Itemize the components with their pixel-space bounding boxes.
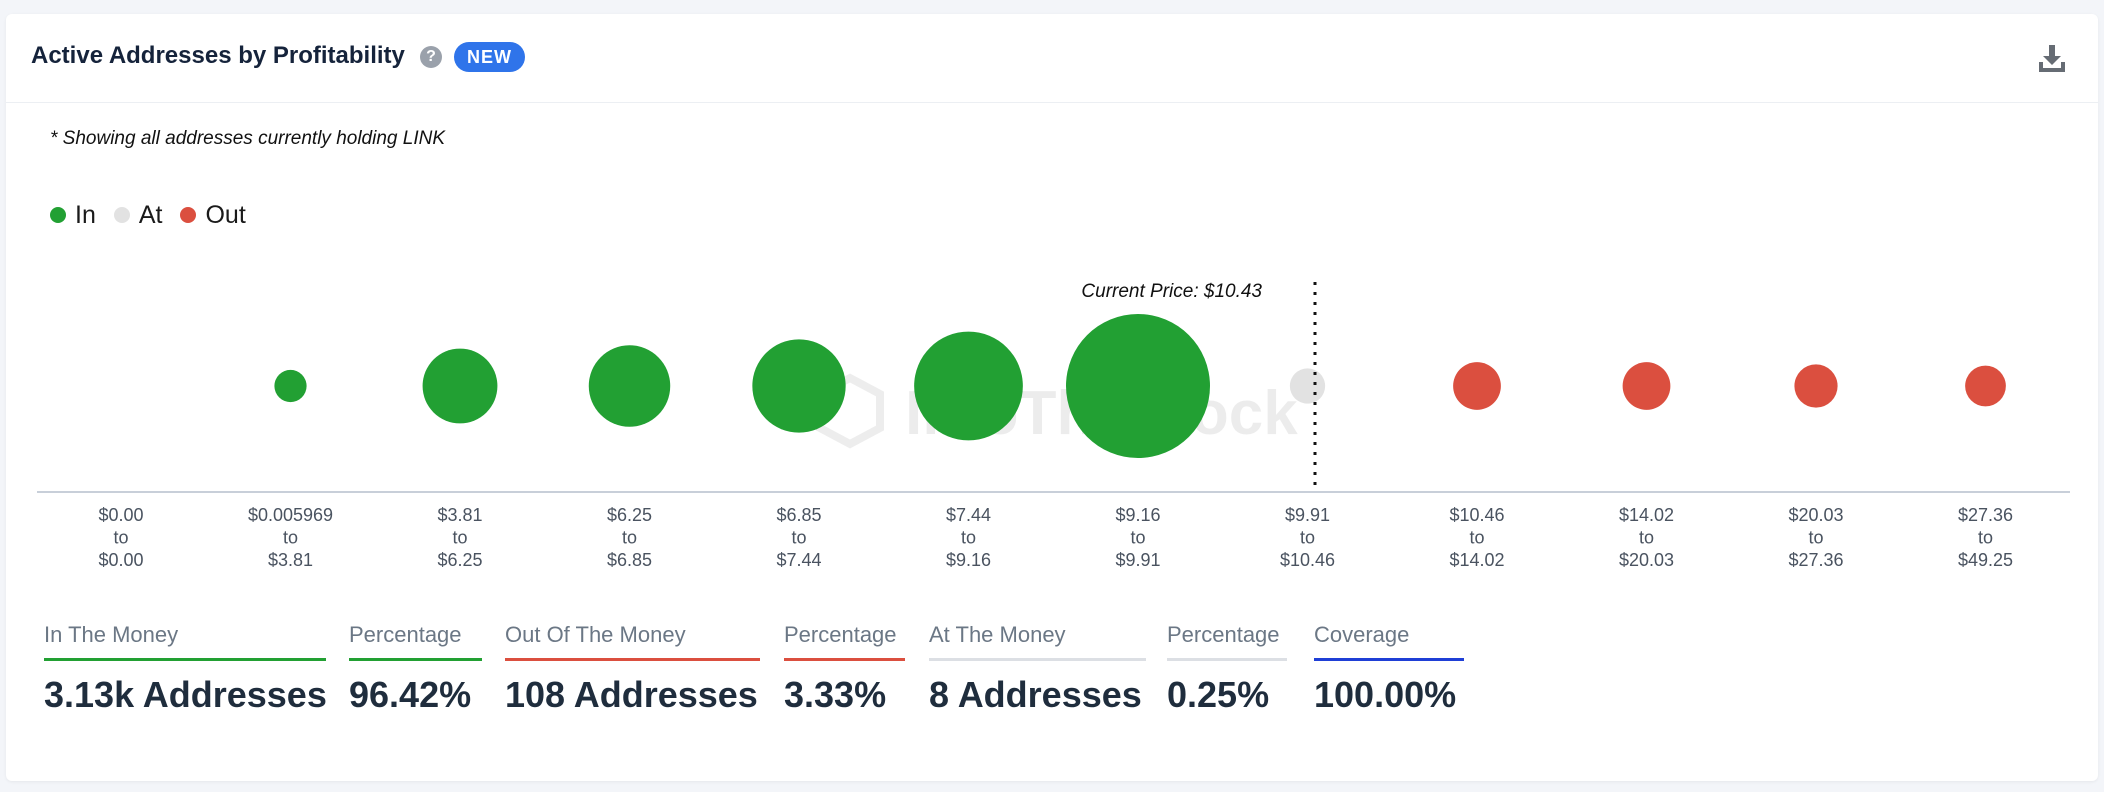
tick-label-3-from: $6.25 [607,505,652,525]
legend-item-in[interactable]: In [50,201,96,230]
tick-label-2-to-value: $6.25 [437,550,482,570]
tick-label-2-to: to [452,528,467,548]
stat-2: Out Of The Money 108 Addresses [505,622,760,716]
stat-value-2: 108 Addresses [505,674,758,715]
tick-label-11-to-value: $49.25 [1958,550,2013,570]
tick-label-10-to: to [1808,528,1823,548]
stat-value-1: 96.42% [349,674,472,715]
stat-value-3: 3.33% [784,674,887,715]
stat-1: Percentage 96.42% [349,622,482,716]
bubble-at-7[interactable] [1289,368,1326,404]
legend-label-at: At [138,200,163,229]
tick-label-6-to-value: $9.91 [1115,550,1160,570]
tick-label-9-to: to [1639,528,1654,548]
legend-dot-out [180,207,197,223]
stat-value-5: 0.25% [1167,674,1270,715]
tick-label-11-to: to [1978,528,1993,548]
stat-label-2: Out Of The Money [505,622,686,647]
download-icon[interactable] [2036,42,2068,74]
help-icon[interactable]: ? [420,46,442,68]
tick-label-1-from: $0.005969 [248,505,333,525]
stat-underline-5 [1167,658,1287,661]
legend-label-out: Out [205,200,246,229]
bubble-out-9[interactable] [1622,362,1671,410]
tick-label-0-from: $0.00 [98,505,143,525]
bubble-out-10[interactable] [1794,364,1838,408]
chart-legend: In At Out [50,198,264,232]
stat-6: Coverage 100.00% [1314,622,1464,716]
stat-label-3: Percentage [784,622,897,647]
bubble-in-1[interactable] [274,369,307,403]
tick-label-4-to: to [791,528,806,548]
bubble-in-2[interactable] [422,348,498,424]
stat-underline-6 [1314,658,1464,661]
tick-label-0-to: to [113,528,128,548]
bubble-in-5[interactable] [914,331,1023,441]
tick-label-11-from: $27.36 [1958,505,2013,525]
current-price-label: Current Price: $10.43 [1081,281,1262,302]
tick-label-1-to-value: $3.81 [268,550,313,570]
legend-dot-at [113,207,130,223]
stat-label-1: Percentage [349,622,462,647]
legend-item-out[interactable]: Out [180,200,246,230]
tick-label-8-to-value: $14.02 [1449,550,1504,570]
tick-label-5-to: to [961,528,976,548]
tick-label-1-to: to [283,528,298,548]
card-header: Active Addresses by Profitability ? NEW [6,14,2098,103]
holding-note: * Showing all addresses currently holdin… [50,128,445,149]
bubble-in-4[interactable] [752,339,846,433]
tick-label-6-to: to [1130,528,1145,548]
tick-label-10-from: $20.03 [1788,505,1843,525]
stat-5: Percentage 0.25% [1167,622,1287,716]
stat-label-4: At The Money [929,622,1066,647]
tick-label-5-from: $7.44 [946,505,991,525]
new-badge: NEW [454,42,525,72]
card-title: Active Addresses by Profitability [31,42,405,69]
stat-0: In The Money 3.13k Addresses [44,622,327,716]
tick-label-4-to-value: $7.44 [776,550,821,570]
legend-dot-in [50,207,66,223]
tick-label-9-from: $14.02 [1619,505,1674,525]
watermark-logo: IntoTheBlock [816,373,1298,449]
stat-label-5: Percentage [1167,622,1280,647]
stat-label-0: In The Money [44,622,179,647]
stat-underline-0 [44,658,326,661]
legend-item-at[interactable]: At [113,200,163,230]
bubble-out-8[interactable] [1453,362,1501,410]
chart-card: Active Addresses by Profitability ? NEW … [6,14,2098,781]
tick-label-7-from: $9.91 [1285,505,1330,525]
tick-label-8-from: $10.46 [1449,505,1504,525]
stat-underline-2 [505,658,760,661]
tick-label-10-to-value: $27.36 [1788,550,1843,570]
tick-label-7-to: to [1300,528,1315,548]
stat-3: Percentage 3.33% [784,622,905,716]
stat-4: At The Money 8 Addresses [929,622,1146,716]
tick-label-5-to-value: $9.16 [946,550,991,570]
stat-label-6: Coverage [1314,622,1410,647]
stat-underline-4 [929,658,1146,661]
tick-label-0-to-value: $0.00 [98,550,143,570]
legend-label-in: In [75,200,96,229]
bubble-in-6[interactable] [1066,314,1210,458]
stat-underline-3 [784,658,905,661]
tick-label-2-from: $3.81 [437,505,482,525]
bubble-out-11[interactable] [1965,365,2006,407]
stat-value-6: 100.00% [1314,674,1457,715]
tick-label-3-to-value: $6.85 [607,550,652,570]
stat-underline-1 [349,658,482,661]
stat-value-0: 3.13k Addresses [44,674,327,715]
tick-label-4-from: $6.85 [776,505,821,525]
tick-label-8-to: to [1469,528,1484,548]
bubble-in-3[interactable] [588,345,671,427]
tick-label-7-to-value: $10.46 [1280,550,1335,570]
stat-value-4: 8 Addresses [929,674,1142,715]
tick-label-9-to-value: $20.03 [1619,550,1674,570]
tick-label-3-to: to [622,528,637,548]
tick-label-6-from: $9.16 [1115,505,1160,525]
